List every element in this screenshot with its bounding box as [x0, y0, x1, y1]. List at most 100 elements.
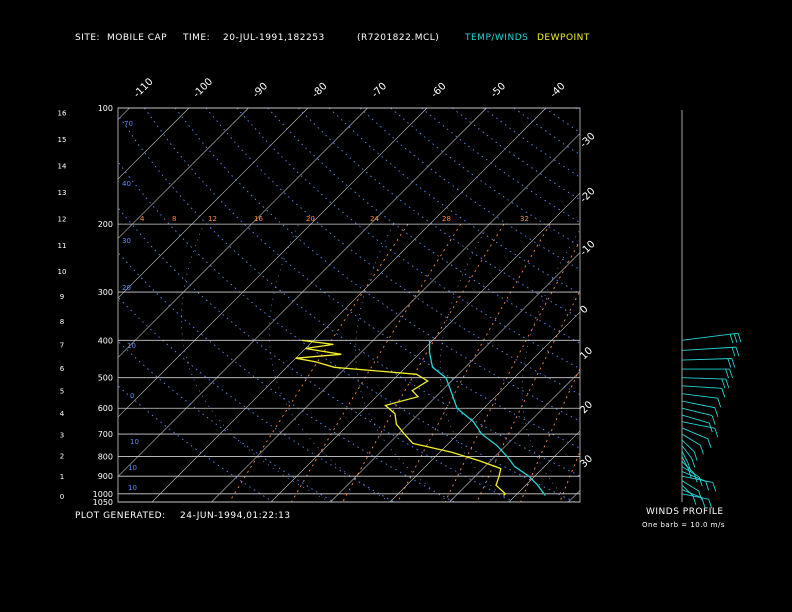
mixing-ratio-label: 4	[140, 215, 145, 223]
legend-dewpoint: DEWPOINT	[537, 33, 590, 43]
pressure-tick-label: 400	[98, 336, 113, 345]
mixing-ratio-label: 20	[306, 215, 315, 223]
dry-adiabat-line	[606, 108, 792, 502]
wind-barb	[681, 461, 695, 474]
mixing-ratio-label: 28	[442, 215, 451, 223]
dry-adiabat-line	[174, 108, 580, 422]
mixing-ratio-line	[476, 290, 580, 502]
wind-barb-flag	[714, 428, 719, 438]
mixing-ratio-line	[291, 223, 462, 502]
wind-barb	[681, 489, 702, 499]
moist-adiabat-line	[268, 223, 391, 502]
dry-adiabat-label: 10	[127, 342, 136, 350]
dry-adiabat-line	[118, 113, 580, 477]
height-tick-label: 15	[58, 136, 67, 144]
isotherm-right-label: 30	[578, 453, 595, 470]
wind-barb	[681, 332, 739, 341]
wind-barb-flag	[735, 346, 740, 357]
time-label: TIME:	[183, 33, 211, 43]
dry-adiabat-line	[575, 108, 580, 112]
wind-barb-flag	[693, 451, 698, 461]
wind-barb	[681, 400, 715, 409]
barb-note: One barb = 10.0 m/s	[642, 521, 725, 529]
height-tick-label: 10	[58, 268, 67, 276]
time-value: 20-JUL-1991,182253	[223, 33, 325, 43]
isotherm-line	[118, 108, 309, 299]
site-label: SITE:	[75, 33, 101, 43]
isotherm-right-label: -10	[578, 239, 597, 258]
wind-barb-flag	[705, 481, 710, 491]
isotherm-line	[151, 108, 547, 502]
height-tick-label: 4	[60, 410, 65, 418]
wind-barb-flag	[733, 333, 738, 343]
wind-barb-flag	[714, 407, 719, 417]
wind-barb-flag	[731, 347, 736, 357]
dry-adiabat-label: 0	[130, 392, 134, 400]
height-tick-label: 13	[58, 189, 67, 197]
wind-barb	[681, 475, 713, 483]
isotherm-line	[211, 133, 580, 502]
file-name: (R7201822.MCL)	[357, 33, 440, 43]
isotherm-line	[118, 108, 190, 180]
dry-adiabat-line	[118, 160, 575, 502]
pressure-tick-label: 600	[98, 404, 113, 413]
isotherm-line	[508, 430, 580, 502]
isotherm-line	[449, 371, 580, 502]
height-tick-label: 9	[60, 293, 64, 301]
height-tick-label: 11	[58, 242, 67, 250]
wind-barb	[681, 414, 710, 424]
moist-adiabat-line	[521, 229, 580, 502]
wind-barb	[681, 433, 701, 446]
mixing-ratio-label: 24	[370, 215, 379, 223]
isotherm-right-label: -20	[578, 186, 597, 205]
wind-barb	[681, 358, 732, 361]
isotherm-right-label: -30	[578, 131, 597, 150]
dry-adiabat-label: 10	[128, 484, 137, 492]
wind-barb	[681, 484, 694, 497]
isotherm-line	[628, 108, 792, 502]
mixing-ratio-line	[397, 223, 551, 502]
wind-barb	[681, 445, 693, 459]
height-tick-label: 7	[60, 342, 64, 350]
isotherm-line	[118, 108, 487, 477]
wind-barb	[681, 427, 709, 440]
wind-barb-flag	[721, 388, 726, 398]
wind-barb-flag	[721, 378, 726, 389]
wind-barb-flag	[717, 398, 722, 408]
wind-barb-flag	[727, 358, 732, 368]
wind-barb	[681, 480, 699, 492]
wind-barb	[681, 439, 695, 452]
dry-adiabat-line	[513, 108, 580, 156]
mixing-ratio-line	[229, 223, 409, 502]
wind-barb	[681, 377, 726, 380]
mixing-ratio-label: 16	[254, 215, 263, 223]
isotherm-top-label: -90	[251, 81, 270, 100]
height-tick-label: 1	[60, 473, 64, 481]
isotherm-top-label: -100	[191, 76, 215, 100]
dry-adiabat-line	[143, 108, 580, 449]
height-tick-label: 3	[60, 431, 64, 439]
height-tick-label: 5	[60, 388, 64, 396]
winds-profile-label: WINDS PROFILE	[646, 507, 724, 517]
wind-barb-flag	[699, 445, 704, 455]
isotherm-line	[0, 108, 11, 502]
pressure-tick-label: 1050	[93, 498, 113, 507]
wind-barb	[681, 471, 706, 482]
pressure-tick-label: 200	[98, 220, 113, 229]
height-tick-label: 14	[58, 163, 67, 171]
height-tick-label: 0	[60, 493, 64, 501]
plot-generated-label: PLOT GENERATED:	[75, 511, 166, 521]
mixing-ratio-label: 8	[172, 215, 176, 223]
dry-adiabat-line	[118, 385, 274, 502]
isotherm-top-label: -40	[548, 81, 567, 100]
dry-adiabat-label: 70	[124, 120, 133, 128]
dry-adiabat-line	[118, 340, 334, 502]
height-tick-label: 6	[60, 365, 65, 373]
height-tick-label: 16	[58, 110, 67, 118]
wind-barb-flag	[729, 333, 734, 344]
mixing-ratio-label: 12	[208, 215, 217, 223]
isotherm-right-label: 10	[578, 345, 595, 362]
dry-adiabat-line	[637, 108, 792, 502]
isotherm-right-label: 20	[578, 399, 595, 416]
